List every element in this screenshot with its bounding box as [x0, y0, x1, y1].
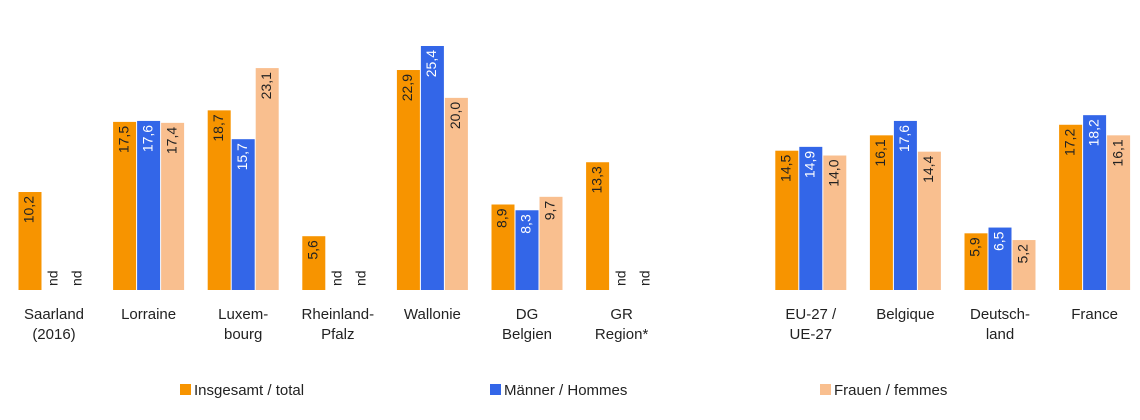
bar: [893, 120, 917, 290]
bar: [18, 192, 42, 290]
value-label: 14,5: [778, 154, 794, 181]
value-label: 17,4: [163, 127, 179, 154]
value-label: nd: [329, 270, 345, 286]
value-label: 17,6: [139, 125, 155, 152]
value-label: 16,1: [1109, 139, 1125, 166]
value-label: 6,5: [991, 231, 1007, 251]
bar: [515, 210, 539, 290]
x-tick-label: France: [1071, 306, 1118, 323]
value-label: nd: [636, 270, 652, 286]
bar: [396, 70, 420, 290]
bar: [491, 204, 515, 290]
value-label: 14,9: [802, 151, 818, 178]
bar: [1083, 115, 1107, 291]
value-label: 13,3: [588, 166, 604, 193]
value-label: 10,2: [21, 196, 37, 223]
bar: [420, 46, 444, 290]
bar: [586, 162, 610, 290]
legend-label: Insgesamt / total: [194, 382, 304, 399]
bar: [1107, 135, 1131, 290]
value-label: 14,0: [826, 159, 842, 186]
bar: [869, 135, 893, 290]
value-label: 20,0: [447, 102, 463, 129]
value-label: 14,4: [920, 155, 936, 182]
value-label: 9,7: [542, 201, 558, 221]
bar: [207, 110, 231, 290]
bar: [137, 120, 161, 290]
bar: [231, 139, 255, 290]
value-label: 5,2: [1015, 244, 1031, 264]
value-label: nd: [45, 270, 61, 286]
value-label: 5,6: [305, 240, 321, 260]
x-tick-label: Luxem-bourg: [218, 306, 268, 343]
value-label: 5,9: [967, 237, 983, 257]
x-tick-label: GR Region*: [595, 306, 649, 343]
legend-swatch: [820, 384, 831, 395]
bar: [917, 151, 941, 290]
value-label: nd: [612, 270, 628, 286]
bar: [539, 196, 563, 290]
value-label: 17,2: [1061, 129, 1077, 156]
legend-label: Männer / Hommes: [504, 382, 627, 399]
x-tick-label: Lorraine: [121, 306, 176, 323]
bar: [964, 233, 988, 290]
value-label: 23,1: [258, 72, 274, 99]
bar: [444, 97, 468, 290]
legend-label: Frauen / femmes: [834, 382, 947, 399]
x-tick-label: EU-27 /UE-27: [785, 306, 837, 343]
value-label: 17,6: [896, 125, 912, 152]
value-label: 16,1: [872, 139, 888, 166]
x-tick-label: Saarland (2016): [24, 306, 84, 343]
legend-swatch: [490, 384, 501, 395]
bar: [823, 155, 847, 290]
bar: [302, 236, 326, 290]
bar: [1059, 124, 1083, 290]
x-tick-label: Wallonie: [404, 306, 461, 323]
value-label: 22,9: [399, 74, 415, 101]
bar: [988, 227, 1012, 290]
bar: [799, 146, 823, 290]
x-tick-label: DG Belgien: [502, 306, 552, 343]
value-label: nd: [69, 270, 85, 286]
x-tick-label: Belgique: [876, 306, 934, 323]
value-label: 8,3: [518, 214, 534, 234]
x-tick-label: Rheinland-Pfalz: [302, 306, 375, 343]
legend-swatch: [180, 384, 191, 395]
bar: [1012, 240, 1036, 290]
bar: [113, 121, 137, 290]
bar: [161, 122, 185, 290]
bar: [775, 150, 799, 290]
value-label: 17,5: [115, 126, 131, 153]
value-label: 15,7: [234, 143, 250, 170]
value-label: 25,4: [423, 50, 439, 77]
x-tick-label: Deutsch-land: [970, 306, 1030, 343]
value-label: nd: [353, 270, 369, 286]
value-label: 18,7: [210, 114, 226, 141]
value-label: 18,2: [1085, 119, 1101, 146]
bar: [255, 68, 279, 291]
value-label: 8,9: [494, 208, 510, 228]
